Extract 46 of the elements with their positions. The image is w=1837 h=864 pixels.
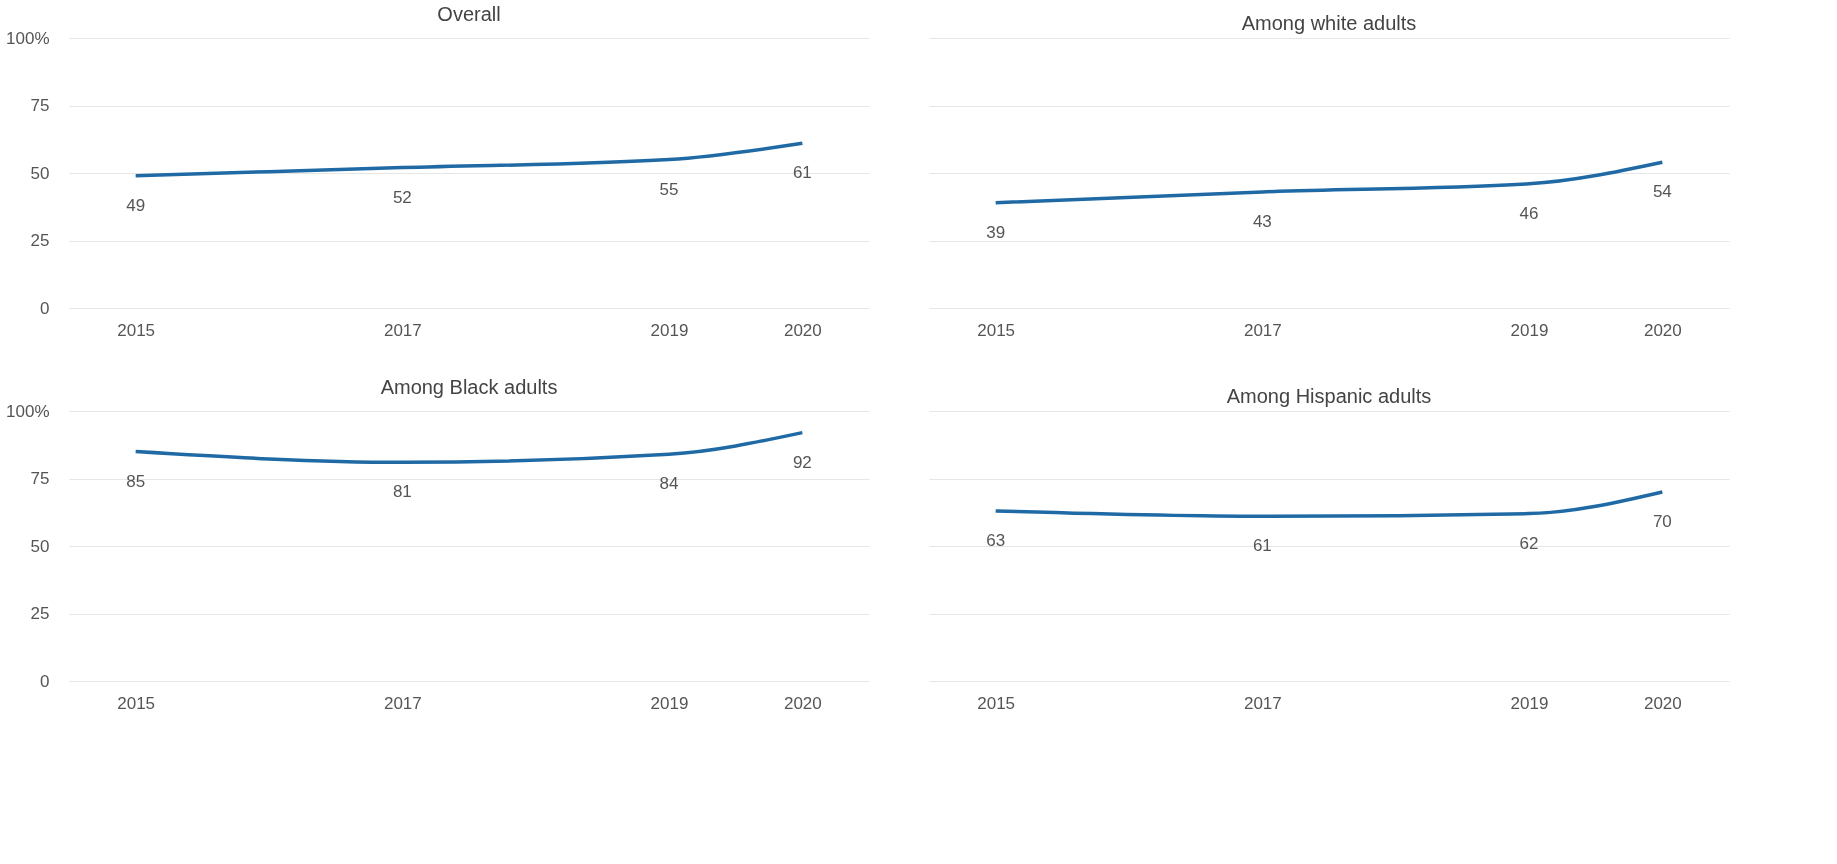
x-tick-label: 2019 bbox=[1510, 693, 1549, 713]
x-tick-label: 2017 bbox=[383, 320, 422, 340]
y-tick-label: 0 bbox=[40, 298, 50, 318]
data-label: 92 bbox=[792, 452, 812, 472]
chart-title: Among Hispanic adults bbox=[1226, 385, 1432, 407]
data-label: 46 bbox=[1519, 203, 1539, 223]
y-tick-label: 50 bbox=[30, 536, 50, 556]
data-label: 84 bbox=[659, 474, 679, 494]
x-tick-label: 2020 bbox=[1643, 693, 1682, 713]
data-label: 85 bbox=[126, 471, 146, 491]
x-tick-label: 2019 bbox=[650, 320, 689, 340]
data-label: 39 bbox=[986, 222, 1006, 242]
x-tick-label: 2017 bbox=[383, 693, 422, 713]
data-label: 43 bbox=[1252, 211, 1272, 231]
y-tick-label: 75 bbox=[30, 469, 50, 488]
data-label: 61 bbox=[1252, 536, 1272, 556]
x-tick-label: 2017 bbox=[1243, 320, 1282, 340]
data-label: 63 bbox=[986, 530, 1006, 550]
y-tick-label: 100% bbox=[6, 401, 50, 421]
y-tick-label: 100% bbox=[6, 28, 50, 48]
data-label: 55 bbox=[659, 179, 679, 199]
x-tick-label: 2015 bbox=[117, 693, 156, 713]
y-tick-label: 25 bbox=[30, 231, 50, 250]
data-label: 52 bbox=[392, 187, 412, 207]
data-label: 54 bbox=[1652, 182, 1672, 202]
x-tick-label: 2020 bbox=[783, 320, 822, 340]
x-tick-label: 2020 bbox=[1643, 320, 1682, 340]
chart-title: Overall bbox=[437, 3, 501, 25]
y-tick-label: 50 bbox=[30, 163, 50, 183]
y-tick-label: 75 bbox=[30, 96, 50, 115]
x-tick-label: 2020 bbox=[783, 693, 822, 713]
x-tick-label: 2015 bbox=[977, 320, 1016, 340]
x-tick-label: 2019 bbox=[1510, 320, 1549, 340]
y-tick-label: 0 bbox=[40, 671, 50, 691]
chart-title: Among white adults bbox=[1241, 12, 1417, 34]
x-tick-label: 2017 bbox=[1243, 693, 1282, 713]
data-label: 61 bbox=[792, 163, 812, 183]
y-tick-label: 25 bbox=[30, 604, 50, 623]
x-tick-label: 2019 bbox=[650, 693, 689, 713]
x-tick-label: 2015 bbox=[977, 693, 1016, 713]
data-label: 49 bbox=[126, 195, 146, 215]
data-label: 62 bbox=[1519, 533, 1539, 553]
chart-title: Among Black adults bbox=[380, 376, 558, 398]
data-label: 70 bbox=[1652, 512, 1672, 531]
x-tick-label: 2015 bbox=[117, 320, 156, 340]
data-label: 81 bbox=[392, 482, 412, 502]
